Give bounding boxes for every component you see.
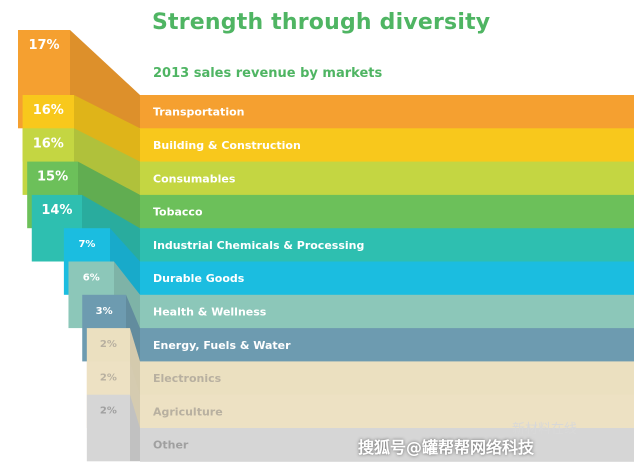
market-category-label: Health & Wellness (153, 305, 267, 318)
market-strip (140, 228, 634, 262)
market-strip (140, 261, 634, 296)
market-strip (140, 194, 634, 229)
market-strip (140, 294, 634, 329)
market-category-label: Transportation (153, 106, 244, 119)
bar-value-label: 7% (78, 239, 95, 250)
bar (86, 394, 130, 462)
bar-value-label: 2% (100, 406, 117, 417)
bar-value-label: 2% (100, 372, 117, 383)
bar-value-label: 16% (33, 103, 64, 118)
market-strip (140, 161, 634, 196)
market-category-label: Other (153, 439, 189, 452)
watermark-source: 新材料在线 (512, 422, 578, 437)
watermark-credit: 搜狐号@罐帮帮网络科技 (358, 438, 535, 457)
chart-title: Strength through diversity (152, 10, 491, 35)
bar-value-label: 16% (33, 136, 64, 151)
bar-value-label: 14% (41, 203, 72, 218)
market-category-label: Consumables (153, 172, 236, 185)
market-category-label: Tobacco (153, 206, 203, 219)
market-strip (140, 361, 634, 396)
market-strip (140, 428, 634, 462)
market-category-label: Durable Goods (153, 272, 245, 285)
market-category-label: Building & Construction (153, 139, 301, 152)
market-category-label: Energy, Fuels & Water (153, 339, 291, 352)
bar-value-label: 3% (96, 306, 113, 317)
market-strip (140, 95, 634, 129)
market-category-label: Electronics (153, 372, 222, 385)
bar-value-label: 15% (37, 170, 68, 185)
market-strip (140, 394, 634, 429)
market-category-label: Agriculture (153, 405, 223, 418)
market-category-label: Industrial Chemicals & Processing (153, 239, 364, 252)
market-strip (140, 128, 634, 163)
market-strip (140, 328, 634, 362)
bar-fold (130, 394, 140, 462)
chart-subtitle: 2013 sales revenue by markets (153, 66, 383, 81)
bar-value-label: 17% (28, 38, 59, 53)
bar-value-label: 2% (100, 339, 117, 350)
bar-value-label: 6% (83, 273, 100, 284)
